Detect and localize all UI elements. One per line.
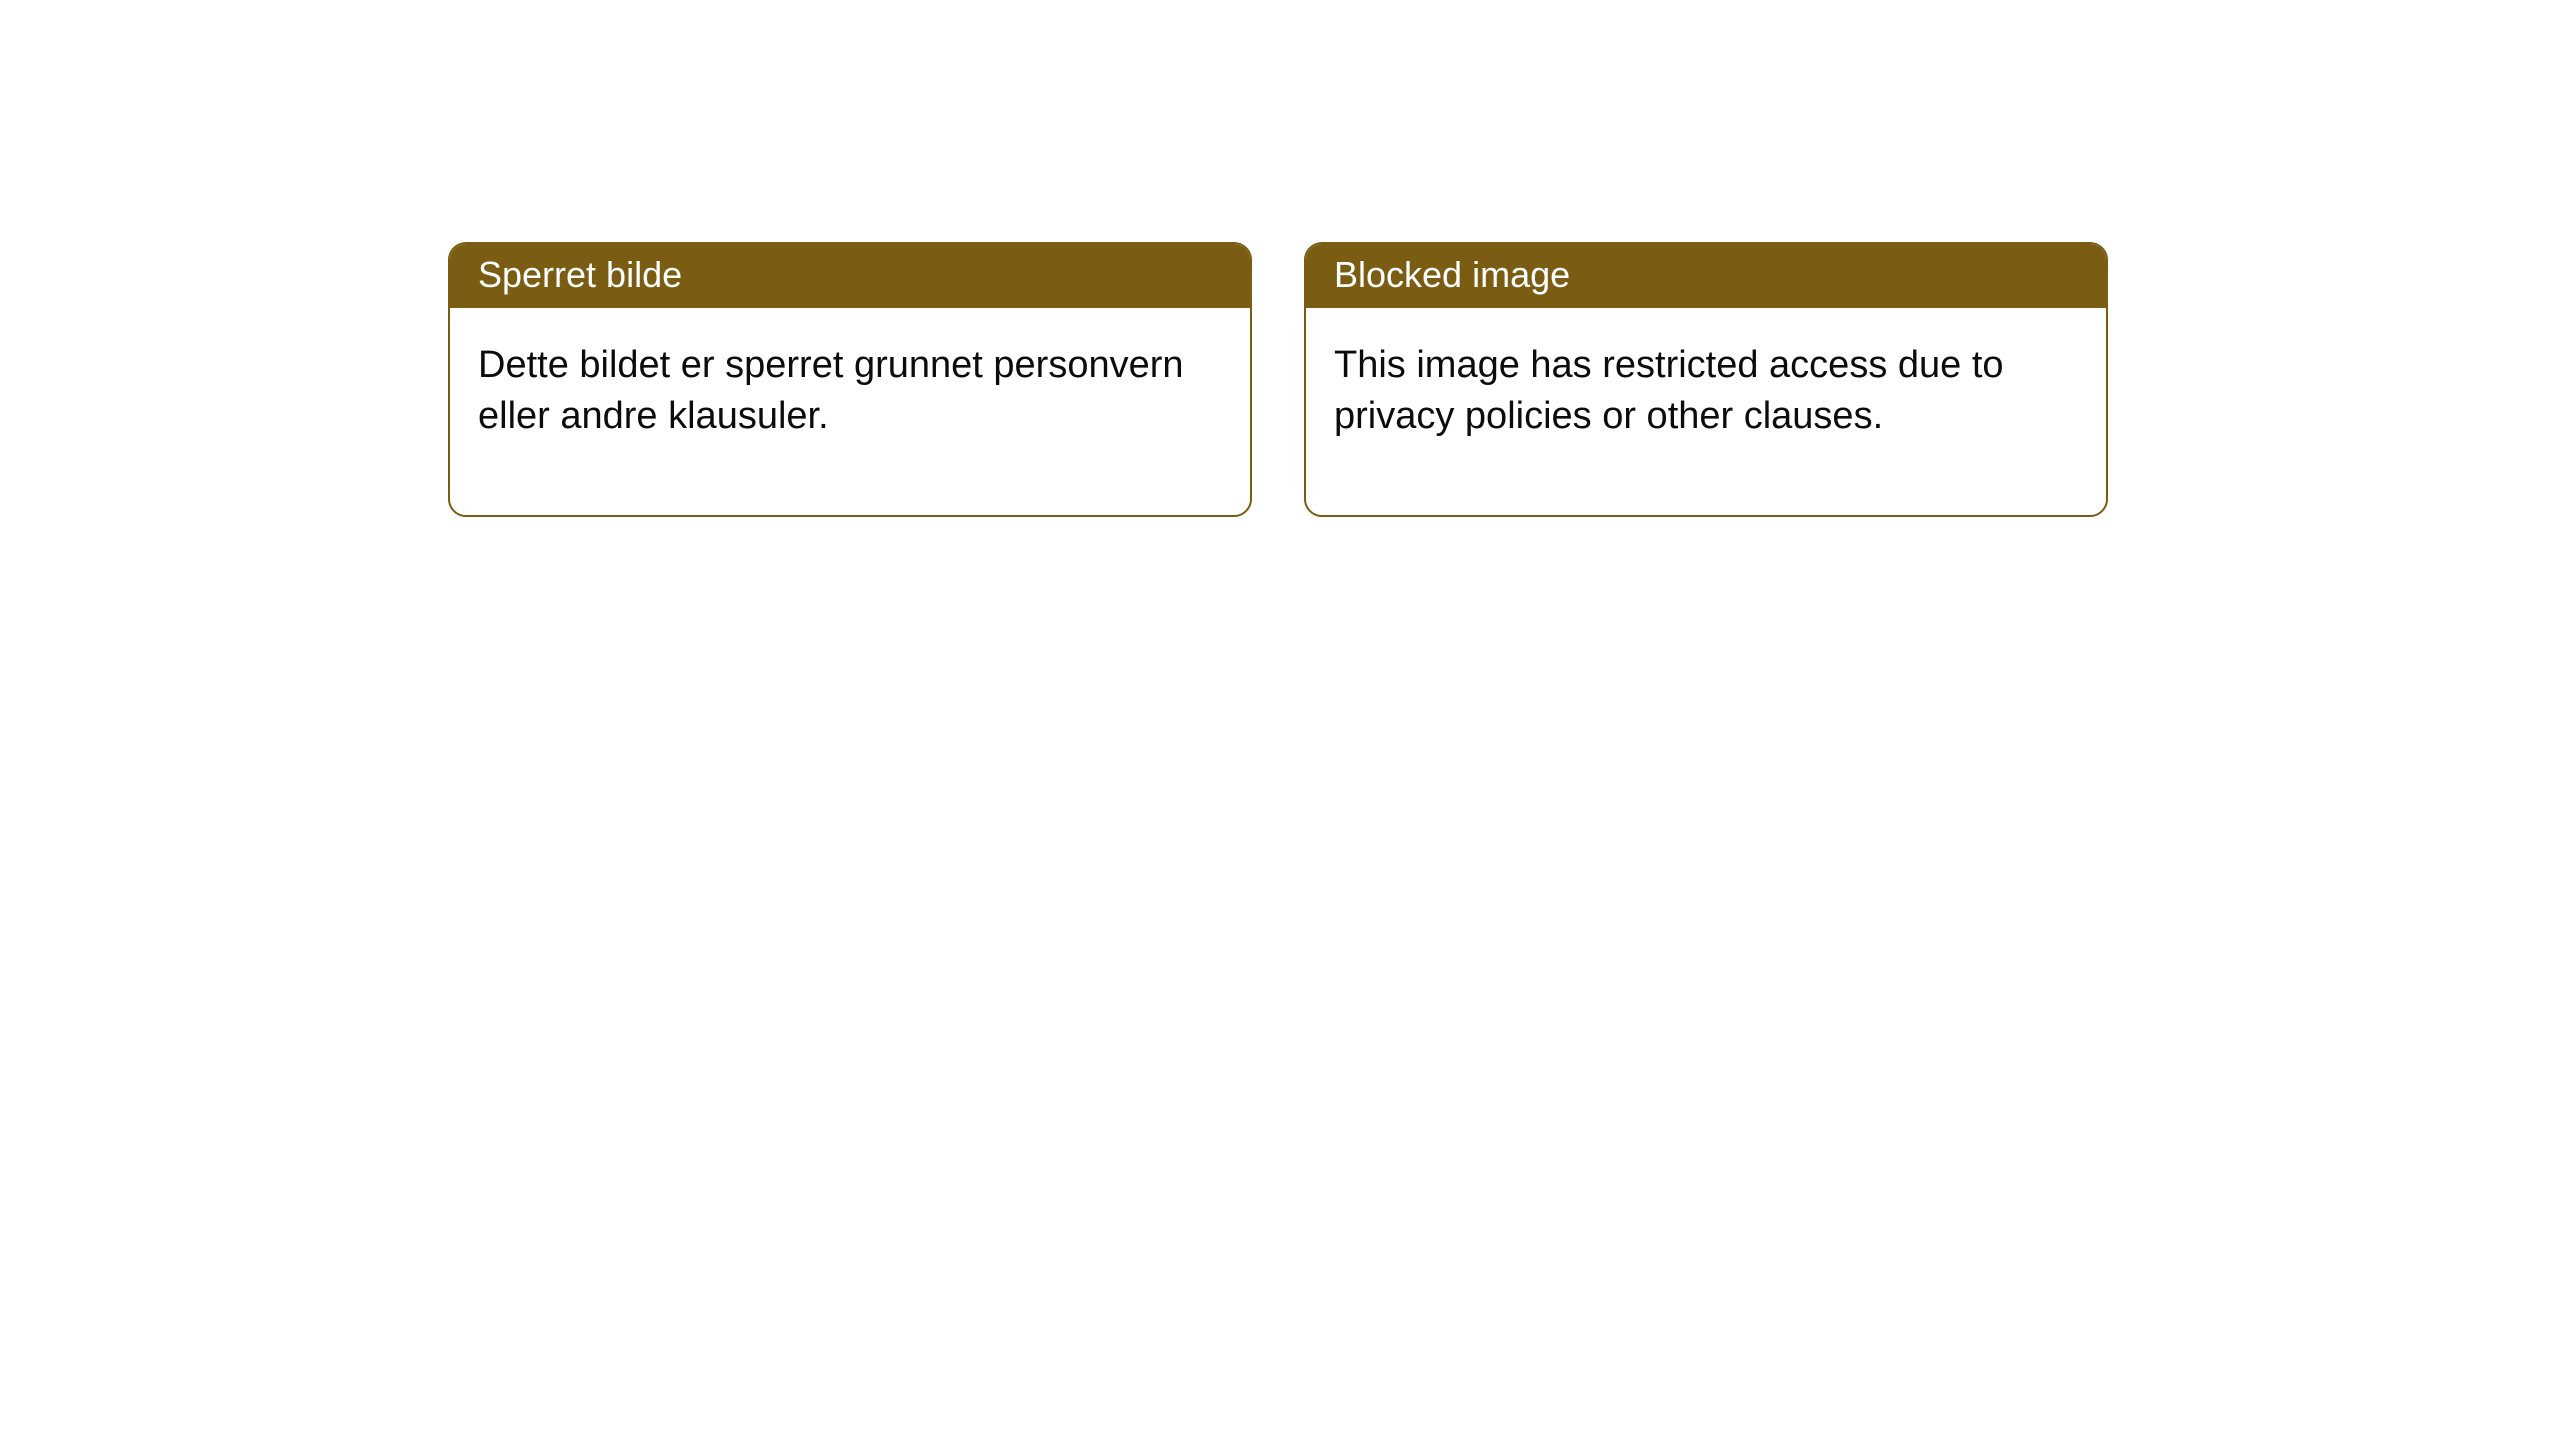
notice-body-text: Dette bildet er sperret grunnet personve… [478,344,1184,437]
notice-container: Sperret bilde Dette bildet er sperret gr… [0,0,2560,517]
notice-card-norwegian: Sperret bilde Dette bildet er sperret gr… [448,242,1252,517]
notice-body: Dette bildet er sperret grunnet personve… [450,308,1250,515]
notice-body: This image has restricted access due to … [1306,308,2106,515]
notice-header: Blocked image [1306,244,2106,308]
notice-card-english: Blocked image This image has restricted … [1304,242,2108,517]
notice-title: Sperret bilde [478,254,682,295]
notice-body-text: This image has restricted access due to … [1334,344,2004,437]
notice-title: Blocked image [1334,254,1570,295]
notice-header: Sperret bilde [450,244,1250,308]
